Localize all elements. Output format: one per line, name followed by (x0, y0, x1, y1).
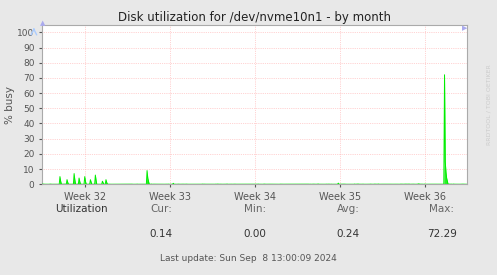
Text: ▲: ▲ (40, 20, 45, 26)
Text: Utilization: Utilization (55, 204, 108, 214)
Text: Cur:: Cur: (150, 204, 172, 214)
Y-axis label: % busy: % busy (4, 86, 14, 123)
Text: Max:: Max: (429, 204, 454, 214)
Text: ▶: ▶ (462, 25, 467, 31)
Text: 0.00: 0.00 (243, 229, 266, 239)
Text: Last update: Sun Sep  8 13:00:09 2024: Last update: Sun Sep 8 13:00:09 2024 (160, 254, 337, 263)
Text: 0.24: 0.24 (336, 229, 360, 239)
Text: Avg:: Avg: (337, 204, 360, 214)
Text: RRDTOOL / TOBI OETIKER: RRDTOOL / TOBI OETIKER (486, 64, 491, 145)
Text: 72.29: 72.29 (427, 229, 457, 239)
Text: Min:: Min: (244, 204, 266, 214)
Text: 0.14: 0.14 (150, 229, 173, 239)
Title: Disk utilization for /dev/nvme10n1 - by month: Disk utilization for /dev/nvme10n1 - by … (118, 10, 391, 24)
